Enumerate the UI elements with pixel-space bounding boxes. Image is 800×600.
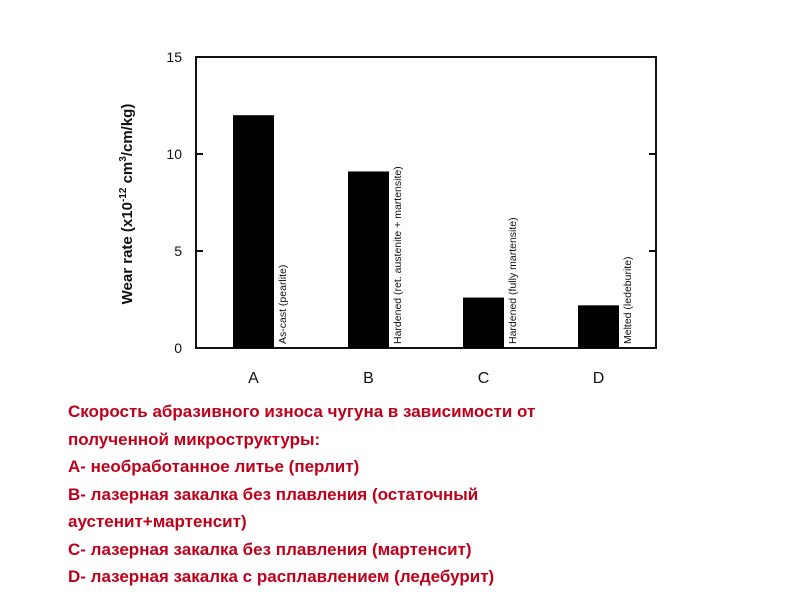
- caption-line: С- лазерная закалка без плавления (марте…: [68, 539, 472, 559]
- y-tick-label: 5: [174, 243, 182, 259]
- category-label: D: [593, 370, 605, 387]
- category-label: C: [478, 370, 490, 387]
- bar-a: [233, 115, 274, 348]
- bars-group: As-cast (pearlite) Hardened (ret. austeni…: [233, 115, 634, 348]
- category-label: B: [363, 370, 374, 387]
- bar-annotation: Hardened (ret. austenite + martensite): [392, 166, 404, 344]
- caption-line: полученной микроструктуры:: [68, 429, 321, 449]
- bar-d: [578, 305, 619, 348]
- bar-b: [348, 171, 389, 348]
- y-axis-label: Wear rate (x10-12 cm3/cm/kg): [118, 104, 136, 305]
- bar-c: [463, 297, 504, 348]
- bar-annotation: Melted (ledeburite): [622, 256, 634, 344]
- caption-line: А- необработанное литье (перлит): [68, 457, 360, 476]
- y-tick-label: 15: [166, 49, 182, 65]
- category-labels: A B C D: [248, 370, 604, 387]
- y-axis-ticks: 0 5 10 15: [166, 49, 656, 356]
- bar-annotation: As-cast (pearlite): [277, 265, 289, 344]
- category-label: A: [248, 370, 259, 387]
- bar-annotation: Hardened (fully martensite): [507, 217, 519, 344]
- plot-frame: [195, 56, 657, 349]
- figure-caption: Скорость абразивного износа чугуна в зав…: [68, 398, 768, 591]
- y-tick-label: 0: [174, 340, 182, 356]
- caption-line: D- лазерная закалка с расплавлением (лед…: [68, 567, 495, 586]
- caption-line: аустенит+мартенсит): [68, 512, 247, 531]
- caption-line: Скорость абразивного износа чугуна в зав…: [68, 402, 536, 421]
- wear-rate-bar-chart: 0 5 10 15 As-cast (pearlite) Hardened (ret. …: [118, 49, 657, 387]
- y-tick-label: 10: [166, 146, 182, 162]
- caption-line: В- лазерная закалка без плавления (остат…: [68, 484, 479, 504]
